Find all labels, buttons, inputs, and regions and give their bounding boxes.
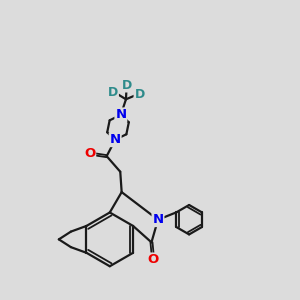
Text: N: N [110,133,121,146]
Text: D: D [122,79,132,92]
Text: O: O [147,254,158,266]
Text: N: N [152,213,164,226]
Text: O: O [84,147,95,160]
Text: D: D [108,86,118,99]
Text: D: D [134,88,145,101]
Text: N: N [115,108,126,121]
